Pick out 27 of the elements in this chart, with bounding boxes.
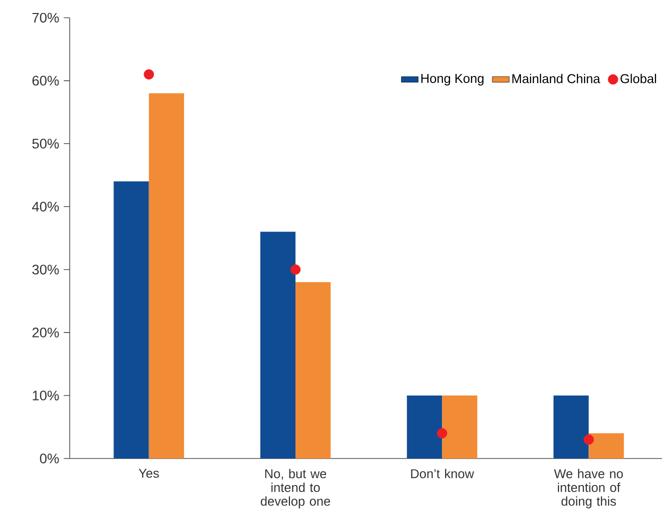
x-tick-label: Yes <box>138 468 159 478</box>
bar <box>554 395 589 458</box>
legend-label: Hong Kong <box>421 74 484 86</box>
y-tick-label: 10% <box>32 390 59 400</box>
y-tick-label: 50% <box>32 138 59 148</box>
bar <box>406 395 442 458</box>
bar <box>114 181 149 458</box>
bar <box>588 433 624 458</box>
point <box>290 264 301 274</box>
x-tick-label: No, but we intend to develop one <box>260 468 330 508</box>
y-tick-label: 60% <box>32 76 59 86</box>
point <box>144 69 154 80</box>
legend-label: Global <box>620 74 656 84</box>
bar <box>148 93 184 458</box>
bar <box>295 282 331 458</box>
y-tick-label: 20% <box>32 327 59 338</box>
x-tick-label: We have no intention of doing this <box>554 468 623 508</box>
y-tick-label: 70% <box>32 12 59 22</box>
bar <box>260 232 296 458</box>
legend-label: Mainland China <box>512 74 600 84</box>
y-tick-label: 40% <box>32 202 59 212</box>
y-tick-label: 30% <box>32 264 59 274</box>
bar <box>442 395 478 458</box>
x-tick-label: Don’t know <box>411 468 474 478</box>
y-tick-label: 0% <box>40 453 59 464</box>
point <box>436 428 448 438</box>
point <box>584 434 594 445</box>
